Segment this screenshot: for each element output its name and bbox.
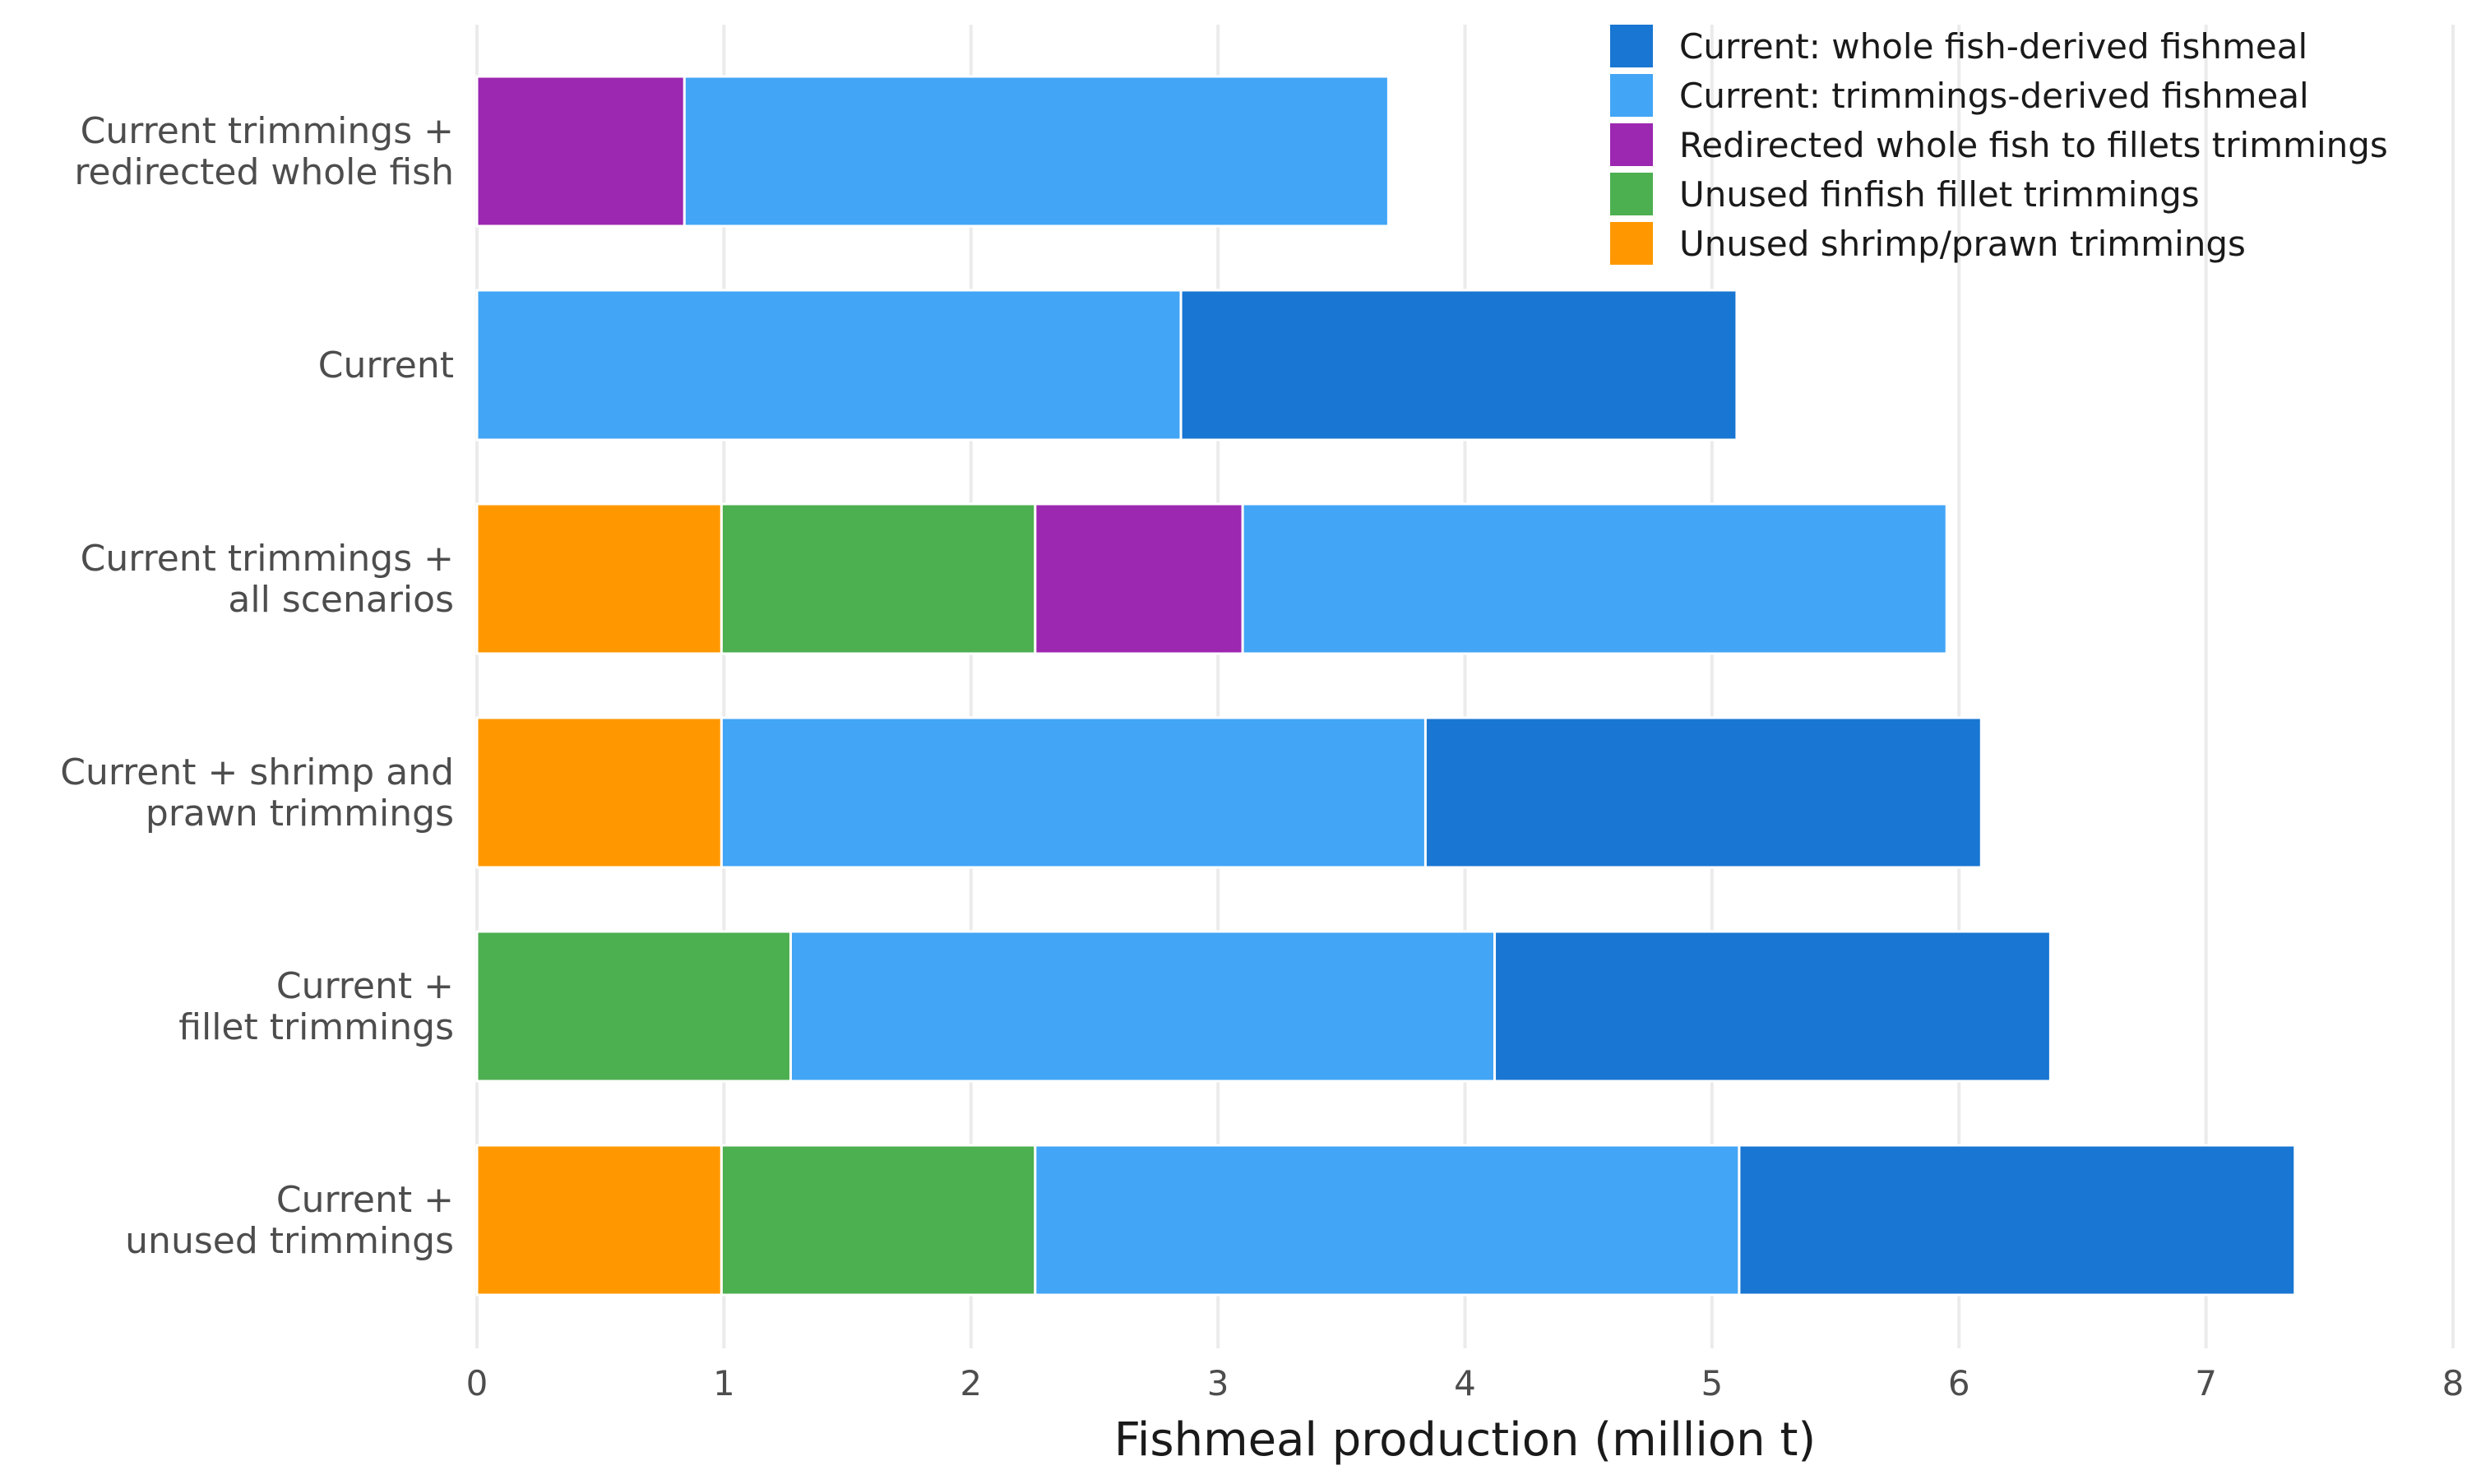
x-tick-label: 2 (960, 1363, 982, 1403)
legend-label: Unused finfish fillet trimmings (1679, 174, 2200, 215)
bar-segment (720, 716, 1427, 869)
bar-segment (720, 502, 1037, 655)
bar-segment (720, 1144, 1037, 1297)
legend-label: Unused shrimp/prawn trimmings (1679, 224, 2246, 264)
category-label: Current + shrimp and (60, 751, 454, 793)
x-tick-label: 5 (1701, 1363, 1724, 1403)
bar-segment (789, 930, 1497, 1083)
x-tick-label: 1 (713, 1363, 735, 1403)
bar-segment (1423, 716, 1983, 869)
category-label: prawn trimmings (146, 793, 454, 834)
category-label: Current + (276, 965, 454, 1007)
x-axis-title: Fishmeal production (million t) (1114, 1413, 1817, 1467)
x-tick-label: 3 (1207, 1363, 1229, 1403)
bar-segment (1738, 1144, 2297, 1297)
legend-label: Redirected whole fish to fillets trimmin… (1679, 125, 2388, 165)
category-label: all scenarios (228, 579, 454, 621)
bar-segment (475, 502, 723, 655)
bar-segment (475, 930, 792, 1083)
bars (475, 75, 2297, 1297)
legend-swatch (1610, 25, 1653, 67)
category-label: unused trimmings (125, 1220, 454, 1262)
x-tick-label: 0 (466, 1363, 488, 1403)
category-label: redirected whole fish (74, 151, 454, 193)
legend-swatch (1610, 173, 1653, 215)
bar-segment (1493, 930, 2052, 1083)
legend-swatch (1610, 222, 1653, 265)
bar-segment (475, 1144, 723, 1297)
category-label: Current (318, 344, 454, 386)
x-tick-label: 8 (2442, 1363, 2465, 1403)
category-label: Current + (276, 1179, 454, 1221)
bar-segment (1034, 502, 1244, 655)
x-tick-label: 4 (1454, 1363, 1476, 1403)
bar-segment (683, 75, 1390, 228)
bar-segment (475, 75, 686, 228)
category-labels: Current trimmings +redirected whole fish… (60, 110, 454, 1262)
gridlines (475, 25, 2455, 1348)
legend-swatch (1610, 74, 1653, 117)
category-label: Current trimmings + (81, 110, 454, 152)
legend-label: Current: whole fish-derived fishmeal (1679, 26, 2307, 67)
category-label: Current trimmings + (81, 538, 454, 580)
x-tick-labels: 0 1 2 3 4 5 6 7 8 (466, 1363, 2465, 1403)
bar-segment (475, 716, 723, 869)
category-label: fillet trimmings (178, 1006, 454, 1048)
legend-label: Current: trimmings-derived fishmeal (1679, 76, 2309, 116)
bar-segment (1179, 289, 1738, 442)
bar-segment (1241, 502, 1948, 655)
legend: Current: whole fish-derived fishmeal Curr… (1610, 25, 2388, 265)
x-tick-label: 7 (2195, 1363, 2217, 1403)
bar-segment (1034, 1144, 1741, 1297)
x-tick-label: 6 (1948, 1363, 1970, 1403)
bar-segment (475, 289, 1183, 442)
legend-swatch (1610, 123, 1653, 166)
